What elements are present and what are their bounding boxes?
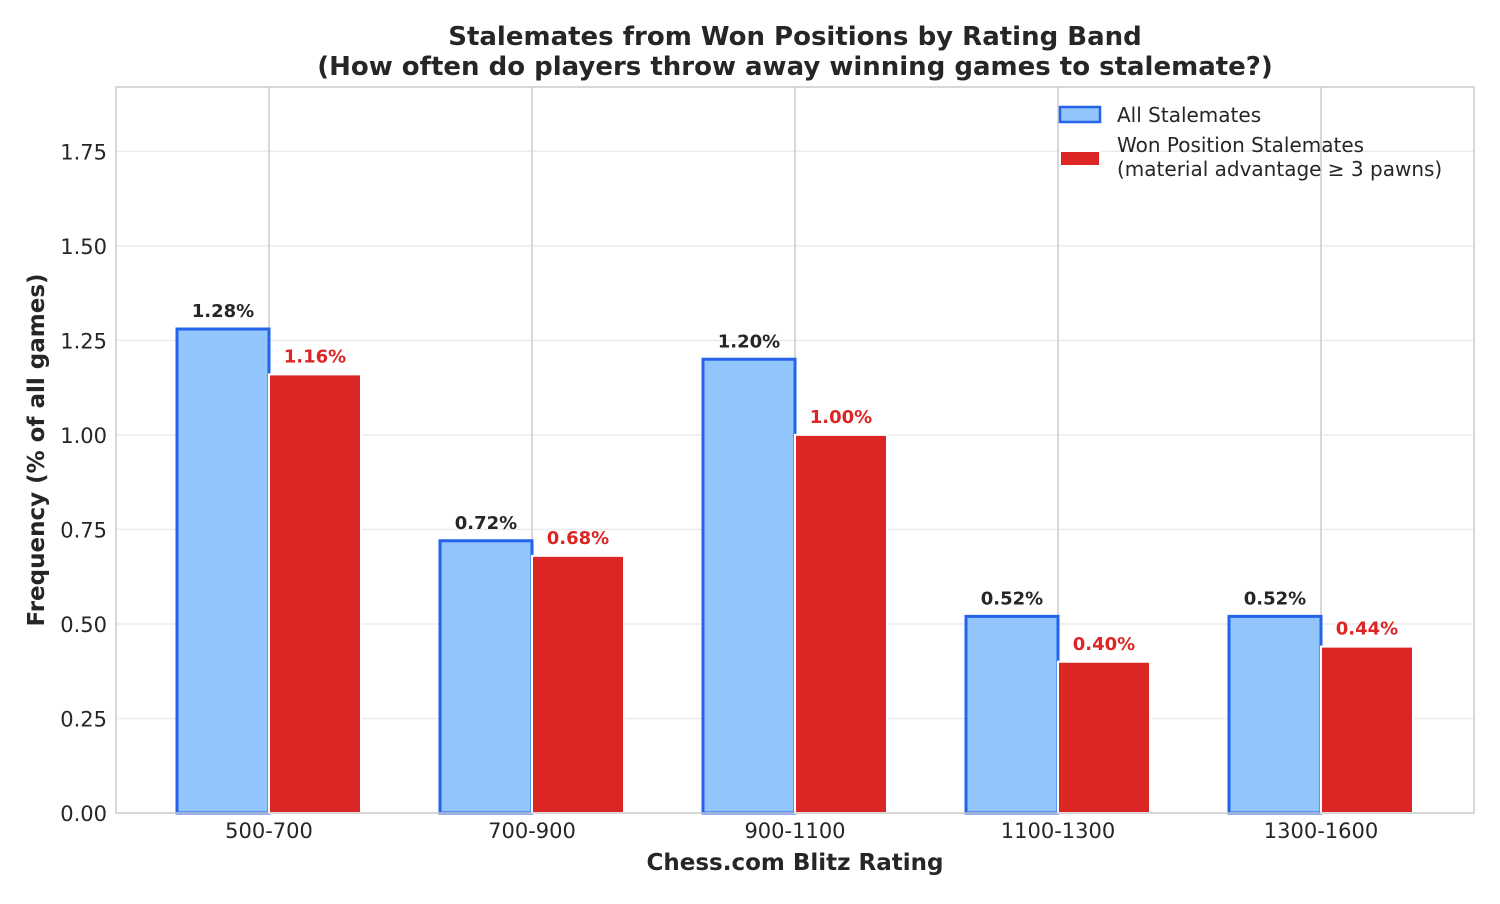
- y-axis-ticks: 0.00 0.25 0.50 0.75 1.00 1.25 1.50 1.75: [60, 140, 107, 826]
- y-axis-label: Frequency (% of all games): [24, 273, 50, 626]
- value-label-won-position-stalemates-1100-1300: 0.40%: [1073, 634, 1135, 655]
- value-label-won-position-stalemates-900-1100: 1.00%: [810, 407, 872, 428]
- bar-all-stalemates-700-900: [438, 539, 534, 815]
- x-axis-ticks: 500-700 700-900 900-1100 1100-1300 1300-1600: [225, 819, 1378, 843]
- bar-won-position-stalemates-700-900: [531, 554, 625, 814]
- value-label-all-stalemates-1300-1600: 0.52%: [1244, 588, 1306, 609]
- x-tick-label: 700-900: [488, 819, 576, 843]
- bar-won-position-stalemates-1100-1300: [1057, 660, 1151, 814]
- chart-title-line1: Stalemates from Won Positions by Rating …: [448, 22, 1142, 52]
- value-label-all-stalemates-1100-1300: 0.52%: [981, 588, 1043, 609]
- value-label-won-position-stalemates-500-700: 1.16%: [284, 346, 346, 367]
- value-label-all-stalemates-500-700: 1.28%: [192, 301, 254, 322]
- legend-label-won-position-line1: Won Position Stalemates: [1117, 133, 1364, 157]
- bar-value-labels: 1.28% 0.72% 1.20% 0.52% 0.52% 1.16% 0.68% 1.00%…: [192, 301, 1398, 655]
- plot-frame: [115, 86, 1475, 814]
- value-label-all-stalemates-700-900: 0.72%: [455, 513, 517, 534]
- chart-title-line2: (How often do players throw away winning…: [317, 52, 1273, 82]
- bar-won-position-stalemates-1300-1600: [1320, 645, 1414, 814]
- bar-won-position-stalemates-500-700: [268, 373, 362, 814]
- y-tick-label: 1.50: [60, 235, 107, 259]
- legend: All Stalemates Won Position Stalemates (…: [1058, 103, 1442, 181]
- legend-swatch-won-position-stalemates: [1059, 150, 1101, 167]
- y-tick-label: 1.75: [60, 140, 107, 164]
- legend-swatch-all-stalemates: [1058, 105, 1102, 124]
- y-tick-label: 0.00: [60, 802, 107, 826]
- bar-all-stalemates-900-1100: [701, 357, 797, 815]
- x-axis-label: Chess.com Blitz Rating: [646, 850, 943, 876]
- x-tick-label: 900-1100: [744, 819, 845, 843]
- value-label-all-stalemates-900-1100: 1.20%: [718, 331, 780, 352]
- value-label-won-position-stalemates-1300-1600: 0.44%: [1336, 619, 1398, 640]
- y-tick-label: 0.75: [60, 518, 107, 542]
- y-tick-label: 1.00: [60, 424, 107, 448]
- bar-all-stalemates-500-700: [175, 327, 271, 815]
- x-tick-label: 1300-1600: [1264, 819, 1378, 843]
- bar-won-position-stalemates-900-1100: [794, 433, 888, 814]
- bar-all-stalemates-1100-1300: [964, 614, 1060, 815]
- legend-label-all-stalemates: All Stalemates: [1117, 103, 1261, 127]
- bar-all-stalemates-1300-1600: [1227, 614, 1323, 815]
- x-tick-label: 1100-1300: [1001, 819, 1115, 843]
- legend-label-won-position-line2: (material advantage ≥ 3 pawns): [1117, 157, 1442, 181]
- bars: [175, 327, 1414, 815]
- y-tick-label: 1.25: [60, 329, 107, 353]
- y-tick-label: 0.25: [60, 707, 107, 731]
- y-tick-label: 0.50: [60, 613, 107, 637]
- value-label-won-position-stalemates-700-900: 0.68%: [547, 528, 609, 549]
- x-tick-label: 500-700: [225, 819, 313, 843]
